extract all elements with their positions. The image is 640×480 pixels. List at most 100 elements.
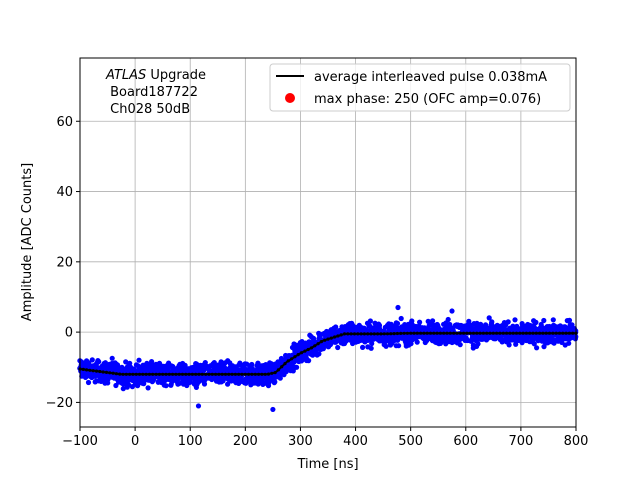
x-tick-label: 500 <box>398 434 423 449</box>
average-pulse-point <box>157 372 161 376</box>
average-pulse-point <box>210 372 214 376</box>
average-pulse-point <box>376 332 380 336</box>
scatter-point <box>572 336 579 342</box>
average-pulse-point <box>108 371 112 375</box>
average-pulse-point <box>495 331 499 335</box>
scatter-point <box>486 315 492 321</box>
scatter-point <box>125 382 132 388</box>
average-pulse-point <box>128 372 132 376</box>
average-pulse-point <box>260 372 264 376</box>
average-pulse-point <box>161 372 165 376</box>
average-pulse-point <box>200 372 204 376</box>
scatter-point <box>335 344 341 351</box>
scatter-point <box>408 341 414 347</box>
y-tick-label: 60 <box>56 115 73 130</box>
scatter-outlier-point <box>449 308 455 314</box>
average-pulse-point <box>445 331 449 335</box>
average-pulse-point <box>342 332 347 336</box>
y-tick-label: −20 <box>46 396 73 411</box>
average-pulse-point <box>194 372 198 376</box>
average-pulse-point <box>164 372 168 376</box>
scatter-point <box>96 359 102 365</box>
average-pulse-point <box>488 331 492 335</box>
average-pulse-series <box>78 331 578 376</box>
annotation-line-1: ATLAS Upgrade <box>105 68 206 83</box>
average-pulse-point <box>230 372 234 376</box>
average-pulse-point <box>124 372 128 376</box>
scatter-point <box>182 362 188 368</box>
average-pulse-point <box>220 372 224 376</box>
average-pulse-point <box>184 372 188 376</box>
average-pulse-point <box>508 331 512 335</box>
scatter-point <box>396 343 402 349</box>
scatter-point <box>201 381 208 387</box>
scatter-point <box>550 317 556 323</box>
average-pulse-point <box>217 372 221 376</box>
x-tick-label: 800 <box>564 434 589 449</box>
average-pulse-point <box>237 372 241 376</box>
average-pulse-point <box>392 332 396 336</box>
y-tick-label: 40 <box>56 185 73 200</box>
average-pulse-point <box>534 331 538 335</box>
average-pulse-point <box>263 372 267 376</box>
scatter-point <box>505 319 511 325</box>
average-pulse-point <box>339 333 343 337</box>
average-pulse-point <box>468 331 472 335</box>
average-pulse-point <box>571 331 575 335</box>
scatter-point <box>265 383 272 389</box>
scatter-point <box>294 364 300 370</box>
average-pulse-point <box>379 332 383 336</box>
average-pulse-point <box>306 347 310 352</box>
average-pulse-point <box>448 331 452 335</box>
average-pulse-point <box>85 368 89 372</box>
average-pulse-point <box>382 332 386 336</box>
average-pulse-point <box>114 372 118 376</box>
scatter-point <box>272 379 278 385</box>
average-pulse-point <box>118 372 122 376</box>
average-pulse-point <box>290 357 294 361</box>
annotation-upgrade: Upgrade <box>146 68 206 83</box>
average-pulse-point <box>167 372 171 376</box>
average-pulse-point <box>309 346 314 350</box>
scatter-point <box>369 340 375 347</box>
x-tick-label: 200 <box>233 434 258 449</box>
average-pulse-point <box>491 331 495 335</box>
average-pulse-point <box>104 370 109 374</box>
average-pulse-point <box>511 331 515 335</box>
average-pulse-point <box>329 336 333 340</box>
x-tick-label: 300 <box>288 434 313 449</box>
average-pulse-point <box>524 331 529 335</box>
scatter-point <box>376 322 383 329</box>
scatter-point <box>414 339 420 345</box>
average-pulse-point <box>399 331 403 335</box>
scatter-point <box>569 322 575 328</box>
scatter-point <box>457 342 463 348</box>
scatter-point <box>425 318 431 324</box>
average-pulse-point <box>313 344 317 348</box>
average-pulse-point <box>369 332 373 336</box>
atlas-annotation: ATLAS Upgrade Board187722 Ch028 50dB <box>105 68 206 117</box>
scatter-point <box>149 359 155 365</box>
scatter-outlier-point <box>395 304 401 311</box>
scatter-point <box>512 317 518 323</box>
scatter-point <box>225 381 231 387</box>
average-pulse-point <box>389 332 393 336</box>
scatter-point <box>277 375 283 381</box>
scatter-point <box>249 361 255 368</box>
average-pulse-point <box>240 372 244 376</box>
average-pulse-point <box>316 342 320 346</box>
average-pulse-point <box>247 372 251 376</box>
average-pulse-point <box>276 368 280 372</box>
x-tick-label: 0 <box>131 434 139 449</box>
average-pulse-point <box>356 332 360 336</box>
scatter-point <box>333 324 339 330</box>
scatter-point <box>445 316 451 323</box>
average-pulse-point <box>207 372 211 376</box>
scatter-point <box>145 385 151 391</box>
scatter-point <box>120 386 126 392</box>
average-pulse-point <box>187 372 191 376</box>
average-pulse-point <box>151 372 155 376</box>
average-pulse-point <box>501 331 505 335</box>
scatter-point <box>255 360 261 366</box>
